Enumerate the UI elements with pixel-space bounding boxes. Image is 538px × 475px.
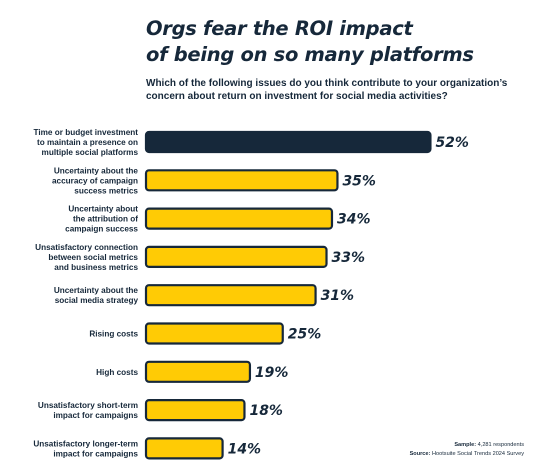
sample-label: Sample: <box>454 442 477 448</box>
category-label: Time or budget investment to maintain a p… <box>34 128 139 157</box>
value-label: 19% <box>255 365 289 381</box>
bar <box>144 284 317 307</box>
value-label: 18% <box>249 403 283 419</box>
chart-subtitle: Which of the following issues do you thi… <box>146 77 531 103</box>
bar <box>144 437 224 460</box>
value-label: 25% <box>288 327 322 343</box>
bar <box>144 360 252 383</box>
bar <box>144 169 339 192</box>
category-label: Uncertainty about the social media strate… <box>54 286 139 305</box>
value-label: 35% <box>342 173 376 189</box>
category-label: Rising costs <box>89 330 138 339</box>
category-label: Unsatisfactory short-term impact for camp… <box>38 401 139 420</box>
bar <box>144 322 284 345</box>
sample-value: 4,281 respondents <box>477 442 524 448</box>
sample-note: Sample: 4,281 respondents <box>454 442 524 448</box>
bar <box>144 245 328 268</box>
bar <box>144 207 334 230</box>
value-label: 31% <box>321 288 355 304</box>
title-line-2: of being on so many platforms <box>146 43 474 66</box>
bar <box>144 399 246 422</box>
subtitle-line-2: concern about return on investment for s… <box>146 91 448 102</box>
value-label: 34% <box>337 212 371 228</box>
subtitle-line-1: Which of the following issues do you thi… <box>146 78 508 89</box>
source-label: Source: <box>409 451 431 457</box>
category-label: Uncertainty about the attribution of campa… <box>65 205 138 234</box>
bar <box>144 130 432 154</box>
chart-title: Orgs fear the ROI impact of being on so … <box>146 16 526 68</box>
title-line-1: Orgs fear the ROI impact <box>146 17 413 40</box>
category-label: Unsatisfactory connection between social … <box>35 243 138 272</box>
category-label: Unsatisfactory longer-term impact for cam… <box>33 439 138 458</box>
value-label: 33% <box>332 250 366 266</box>
value-label: 52% <box>435 135 469 151</box>
category-label: Uncertainty about the accuracy of campaig… <box>52 166 138 195</box>
value-label: 14% <box>228 441 262 457</box>
source-note: Source: Hootsuite Social Trends 2024 Sur… <box>410 451 524 457</box>
source-value: Hootsuite Social Trends 2024 Survey <box>431 451 524 457</box>
category-label: High costs <box>96 368 138 377</box>
